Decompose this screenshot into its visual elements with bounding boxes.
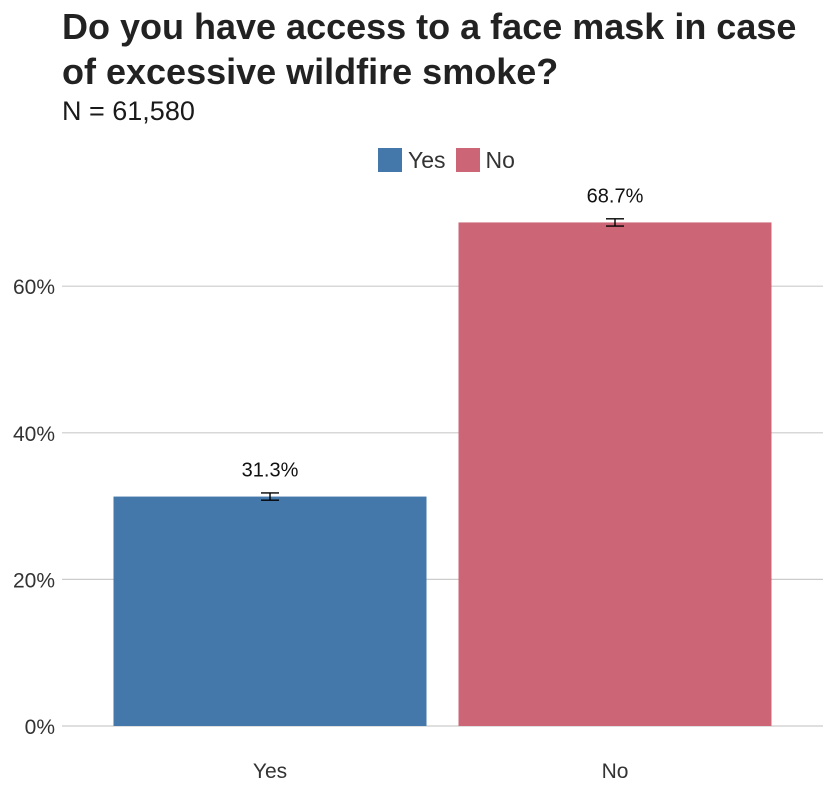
legend-swatch-no xyxy=(455,148,480,172)
y-axis: 0% 20% 40% 60% xyxy=(13,276,55,739)
legend-swatch-yes xyxy=(378,148,402,172)
bar-yes xyxy=(113,496,427,726)
x-tick-label: No xyxy=(602,760,629,783)
bars: 31.3% 68.7% xyxy=(113,185,772,726)
y-tick-label: 40% xyxy=(13,423,55,446)
y-tick-label: 60% xyxy=(13,276,55,299)
y-tick-label: 0% xyxy=(25,716,55,739)
error-bar xyxy=(261,492,279,501)
legend-label-yes: Yes xyxy=(408,146,446,173)
x-axis: Yes No xyxy=(253,760,629,783)
legend-item-yes: Yes xyxy=(378,147,446,174)
legend: Yes No xyxy=(378,146,525,174)
bar-no xyxy=(458,222,772,726)
data-label: 31.3% xyxy=(242,460,299,482)
error-bar xyxy=(606,218,624,227)
y-tick-label: 20% xyxy=(13,569,55,592)
chart-title: Do you have access to a face mask in cas… xyxy=(62,6,797,92)
legend-label-no: No xyxy=(485,146,515,173)
data-label: 68.7% xyxy=(587,185,644,207)
chart-subtitle: N = 61,580 xyxy=(62,96,195,126)
x-tick-label: Yes xyxy=(253,760,287,783)
legend-item-no: No xyxy=(455,146,515,174)
